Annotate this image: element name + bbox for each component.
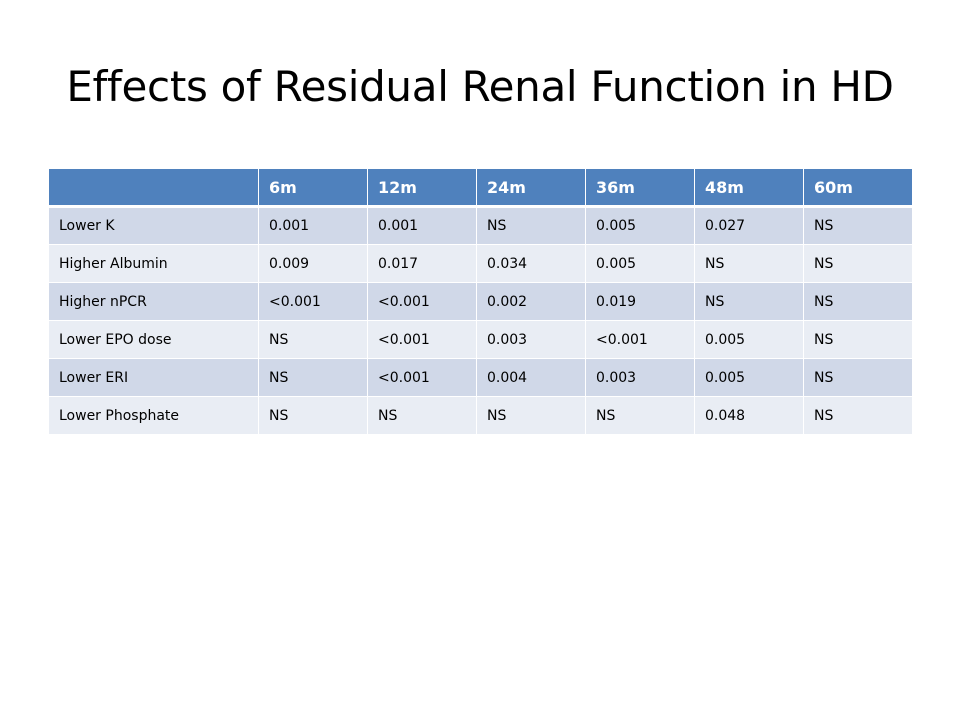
table-cell: <0.001 [258,282,368,321]
row-label: Higher nPCR [48,282,259,321]
table-cell: <0.001 [367,320,477,359]
table-cell: 0.002 [476,282,586,321]
table-cell: NS [694,282,804,321]
table-row: Lower EPO dose NS <0.001 0.003 <0.001 0.… [48,320,913,359]
table-cell: <0.001 [367,282,477,321]
row-label: Lower K [48,206,259,245]
table-header-row: 6m 12m 24m 36m 48m 60m [48,168,913,208]
table-cell: 0.009 [258,244,368,283]
table-cell: NS [803,282,913,321]
table-cell: 0.019 [585,282,695,321]
table-cell: NS [803,320,913,359]
table-row: Lower K 0.001 0.001 NS 0.005 0.027 NS [48,206,913,245]
table-cell: 0.004 [476,358,586,397]
header-cell-6m: 6m [258,168,368,208]
header-cell-24m: 24m [476,168,586,208]
table-cell: 0.003 [476,320,586,359]
table-cell: NS [803,244,913,283]
table-cell: 0.005 [694,358,804,397]
table-cell: 0.034 [476,244,586,283]
table-cell: <0.001 [585,320,695,359]
table-cell: 0.005 [694,320,804,359]
table-cell: 0.001 [258,206,368,245]
slide-title: Effects of Residual Renal Function in HD [66,62,894,111]
table-cell: NS [258,396,368,435]
table-cell: NS [803,396,913,435]
table-cell: NS [476,396,586,435]
table-cell: NS [258,320,368,359]
table-cell: NS [803,358,913,397]
table-cell: NS [367,396,477,435]
table-row: Higher nPCR <0.001 <0.001 0.002 0.019 NS… [48,282,913,321]
table-row: Higher Albumin 0.009 0.017 0.034 0.005 N… [48,244,913,283]
table-cell: NS [258,358,368,397]
table-cell: 0.017 [367,244,477,283]
table-cell: 0.048 [694,396,804,435]
table-cell: 0.027 [694,206,804,245]
row-label: Higher Albumin [48,244,259,283]
row-label: Lower EPO dose [48,320,259,359]
results-table: 6m 12m 24m 36m 48m 60m Lower K 0.001 0.0… [48,168,913,435]
table-row: Lower ERI NS <0.001 0.004 0.003 0.005 NS [48,358,913,397]
table-cell: <0.001 [367,358,477,397]
header-cell-60m: 60m [803,168,913,208]
table-cell: 0.003 [585,358,695,397]
table-cell: NS [694,244,804,283]
header-cell-12m: 12m [367,168,477,208]
table-cell: 0.005 [585,244,695,283]
table-cell: NS [585,396,695,435]
header-cell-36m: 36m [585,168,695,208]
table-row: Lower Phosphate NS NS NS NS 0.048 NS [48,396,913,435]
header-cell-48m: 48m [694,168,804,208]
table-cell: NS [476,206,586,245]
table-cell: NS [803,206,913,245]
header-cell-empty [48,168,259,208]
row-label: Lower ERI [48,358,259,397]
row-label: Lower Phosphate [48,396,259,435]
table-cell: 0.001 [367,206,477,245]
table-cell: 0.005 [585,206,695,245]
